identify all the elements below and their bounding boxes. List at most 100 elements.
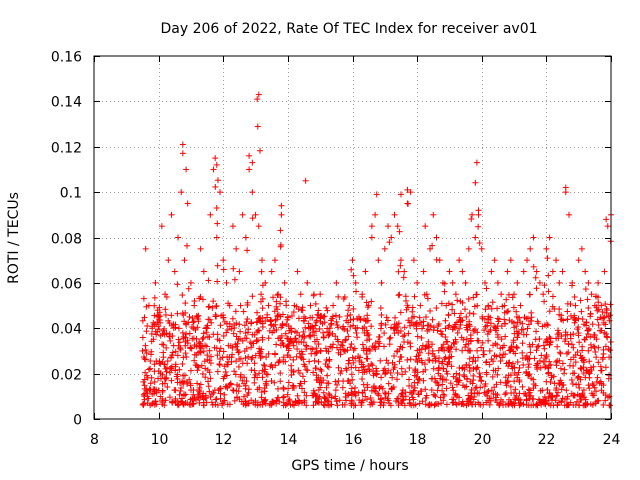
data-point — [267, 318, 274, 325]
data-point — [551, 380, 558, 387]
data-point — [285, 341, 292, 348]
data-point — [478, 245, 485, 252]
data-point — [272, 321, 279, 328]
data-point — [565, 211, 572, 218]
data-point — [169, 352, 176, 359]
data-point — [552, 387, 559, 394]
data-point — [604, 334, 611, 341]
data-point — [543, 378, 550, 385]
data-point — [344, 327, 351, 334]
data-point — [353, 330, 360, 337]
data-point — [221, 318, 228, 325]
data-point — [571, 293, 578, 300]
data-point — [425, 338, 432, 345]
data-point — [310, 392, 317, 399]
data-point — [280, 393, 287, 400]
data-point — [368, 223, 375, 230]
data-point — [235, 349, 242, 356]
data-point — [526, 291, 533, 298]
data-point — [534, 343, 541, 350]
data-point — [224, 361, 231, 368]
data-point — [472, 179, 479, 186]
data-point — [544, 386, 551, 393]
data-point — [310, 402, 317, 409]
data-point — [335, 364, 342, 371]
data-point — [263, 382, 270, 389]
data-point — [413, 325, 420, 332]
data-point — [368, 298, 375, 305]
data-point — [364, 312, 371, 319]
data-point — [312, 365, 319, 372]
data-point — [465, 295, 472, 302]
data-point — [563, 387, 570, 394]
data-point — [411, 293, 418, 300]
data-point — [294, 392, 301, 399]
data-point — [341, 326, 348, 333]
data-point — [572, 317, 579, 324]
data-point — [307, 345, 314, 352]
data-point — [152, 279, 159, 286]
data-point — [409, 304, 416, 311]
data-point — [361, 387, 368, 394]
data-point — [378, 279, 385, 286]
data-point — [175, 234, 182, 241]
data-point — [376, 385, 383, 392]
data-point — [158, 223, 165, 230]
data-point — [550, 373, 557, 380]
data-point — [142, 245, 149, 252]
data-point — [435, 347, 442, 354]
data-point — [184, 340, 191, 347]
data-point — [394, 369, 401, 376]
data-point — [325, 348, 332, 355]
data-point — [557, 365, 564, 372]
data-point — [230, 265, 237, 272]
data-point — [468, 215, 475, 222]
data-point — [432, 357, 439, 364]
data-point — [498, 291, 505, 298]
y-tick-label: 0.08 — [51, 232, 82, 248]
data-point — [342, 337, 349, 344]
data-point — [277, 241, 284, 248]
data-point — [152, 398, 159, 405]
data-point — [258, 353, 265, 360]
data-point — [569, 282, 576, 289]
data-point — [575, 324, 582, 331]
data-point — [578, 393, 585, 400]
data-point — [364, 384, 371, 391]
data-point — [519, 349, 526, 356]
data-point — [323, 304, 330, 311]
data-point — [564, 308, 571, 315]
data-point — [559, 268, 566, 275]
data-point — [273, 303, 280, 310]
data-point — [335, 293, 342, 300]
data-point — [205, 383, 212, 390]
data-point — [348, 371, 355, 378]
data-point — [348, 385, 355, 392]
data-point — [461, 366, 468, 373]
data-point — [395, 399, 402, 406]
data-point — [275, 359, 282, 366]
data-point — [235, 363, 242, 370]
data-point — [428, 375, 435, 382]
data-point — [295, 306, 302, 313]
data-point — [350, 347, 357, 354]
data-point — [463, 362, 470, 369]
data-point — [283, 302, 290, 309]
data-point — [214, 262, 221, 269]
data-point — [139, 347, 146, 354]
data-point — [434, 379, 441, 386]
data-point — [349, 257, 356, 264]
data-point — [280, 384, 287, 391]
data-point — [177, 345, 184, 352]
data-point — [592, 348, 599, 355]
data-point — [511, 378, 518, 385]
data-point — [565, 401, 572, 408]
data-point — [375, 333, 382, 340]
data-point — [196, 339, 203, 346]
data-point — [166, 369, 173, 376]
data-point — [397, 309, 404, 316]
data-point — [212, 396, 219, 403]
data-point — [352, 279, 359, 286]
data-point — [235, 388, 242, 395]
data-point — [368, 323, 375, 330]
